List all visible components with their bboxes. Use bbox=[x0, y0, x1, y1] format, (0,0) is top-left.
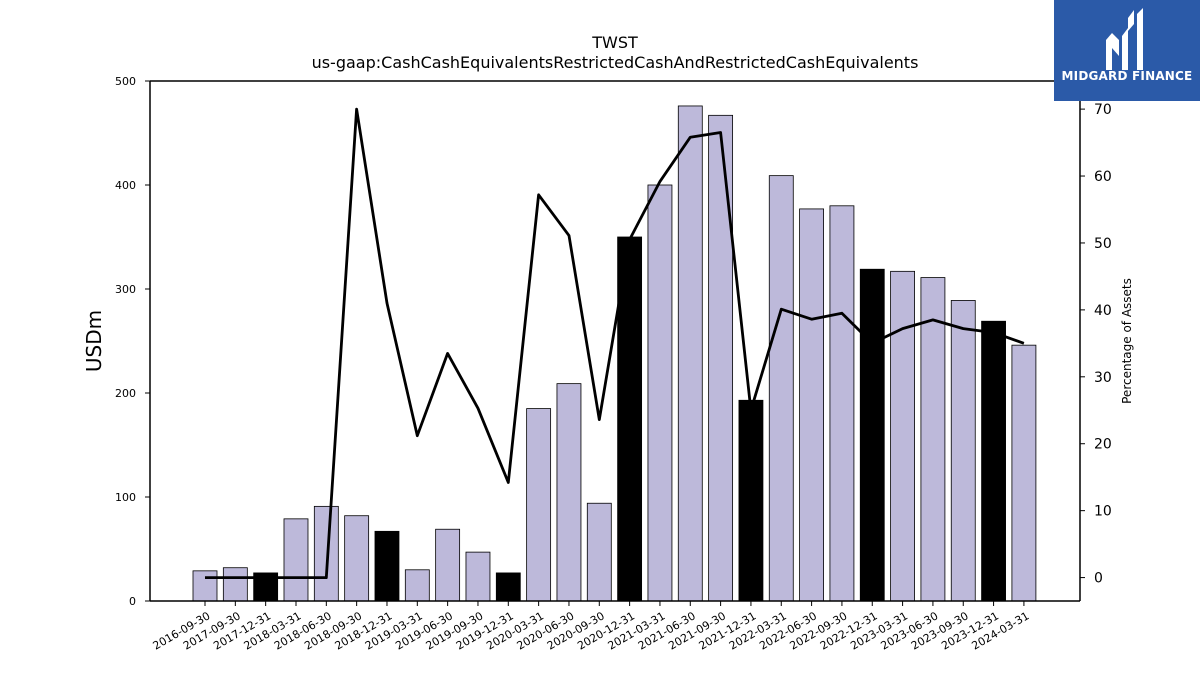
y-tick-label-right-50: 50 bbox=[1094, 236, 1112, 252]
y-tick-label-left-200: 200 bbox=[115, 387, 136, 400]
bar-2023-06-30 bbox=[920, 277, 946, 602]
bar-2021-06-30 bbox=[677, 105, 703, 602]
midgard-logo-mark-icon bbox=[1106, 8, 1143, 70]
bar-2018-12-31 bbox=[374, 530, 400, 602]
bar-2019-03-31 bbox=[404, 569, 430, 602]
bar-2019-09-30 bbox=[465, 551, 491, 602]
bar-2019-06-30 bbox=[435, 528, 461, 602]
bar-2022-06-30 bbox=[799, 208, 824, 602]
bar-2021-03-31 bbox=[647, 184, 673, 602]
y-tick-label-left-400: 400 bbox=[115, 179, 136, 192]
logo-text: MIDGARD FINANCE bbox=[1061, 69, 1193, 83]
line-group bbox=[205, 107, 1025, 579]
bar-2018-03-31 bbox=[283, 518, 309, 602]
percentage-line bbox=[205, 107, 1025, 579]
y-tick-label-right-40: 40 bbox=[1094, 303, 1112, 319]
bar-2020-06-30 bbox=[556, 383, 582, 602]
axes-group bbox=[149, 80, 1081, 602]
bar-2021-12-31 bbox=[738, 399, 764, 602]
bar-2017-09-30 bbox=[222, 567, 248, 602]
bar-2021-09-30 bbox=[708, 114, 734, 602]
bar-2023-03-31 bbox=[890, 270, 915, 602]
bar-2024-03-31 bbox=[1011, 344, 1037, 602]
chart-title: TWST bbox=[591, 33, 638, 52]
y-tick-label-right-60: 60 bbox=[1094, 169, 1112, 185]
y-tick-label-left-500: 500 bbox=[115, 75, 136, 88]
y-tick-label-left-100: 100 bbox=[115, 491, 136, 504]
bar-2020-12-31 bbox=[617, 236, 643, 602]
y-tick-label-right-20: 20 bbox=[1094, 437, 1112, 453]
chart-subtitle: us-gaap:CashCashEquivalentsRestrictedCas… bbox=[312, 53, 919, 72]
y-tick-label-right-10: 10 bbox=[1094, 504, 1112, 520]
midgard-finance-logo: MIDGARD FINANCE bbox=[1054, 0, 1200, 101]
bar-2023-12-31 bbox=[981, 320, 1006, 602]
y-tick-label-left-0: 0 bbox=[129, 595, 136, 608]
bar-2019-12-31 bbox=[495, 572, 521, 602]
y-axis-label-left: USDm bbox=[82, 310, 106, 372]
bar-2018-09-30 bbox=[344, 515, 370, 602]
y-tick-label-left-300: 300 bbox=[115, 283, 136, 296]
y-axis-label-right: Percentage of Assets bbox=[1120, 278, 1134, 404]
y-tick-label-right-70: 70 bbox=[1094, 102, 1112, 118]
y-tick-label-right-30: 30 bbox=[1094, 370, 1112, 386]
bar-2022-09-30 bbox=[829, 205, 855, 602]
bar-2022-03-31 bbox=[768, 175, 794, 602]
bars-group bbox=[192, 105, 1037, 602]
bar-2022-12-31 bbox=[859, 268, 885, 602]
bar-2020-03-31 bbox=[526, 408, 552, 602]
y-tick-label-right-0: 0 bbox=[1094, 571, 1103, 587]
bar-2016-09-30 bbox=[192, 570, 218, 602]
bar-2020-09-30 bbox=[586, 502, 612, 602]
bar-2023-09-30 bbox=[950, 300, 976, 602]
bar-2018-06-30 bbox=[313, 505, 339, 602]
